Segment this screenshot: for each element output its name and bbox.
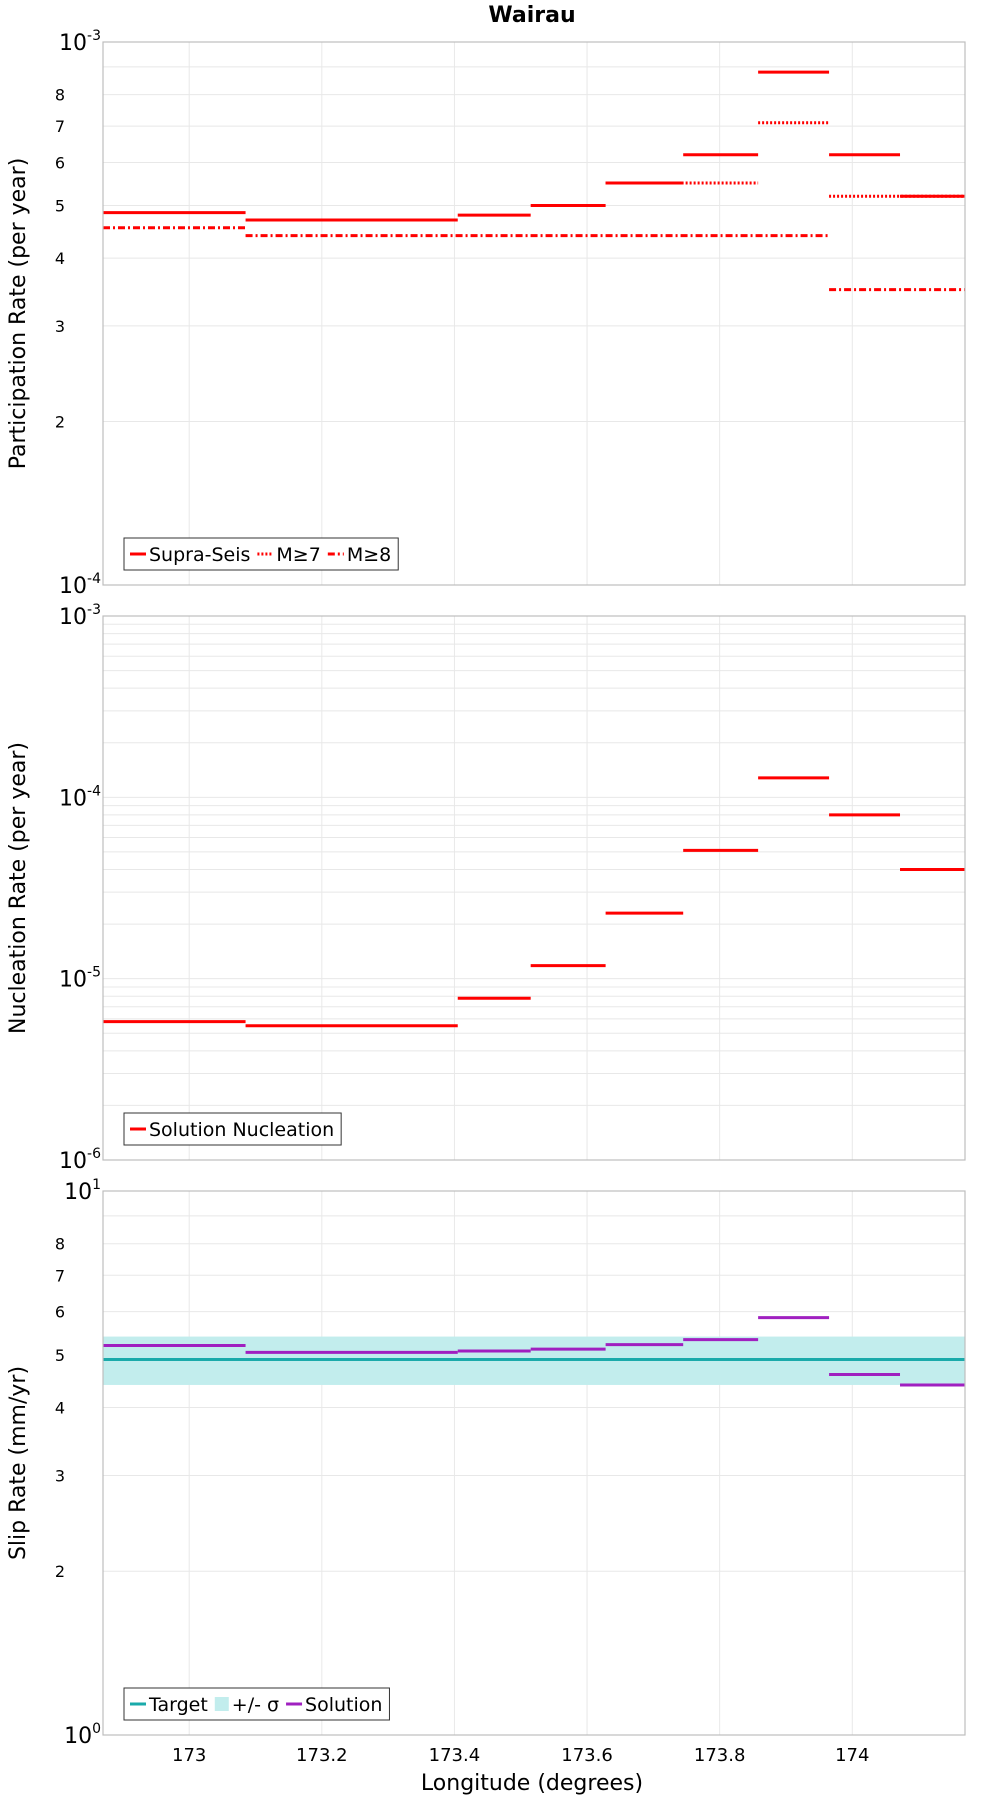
panel-1: Participation Rate (per year) 10-4 10-3 2 3 4… (6, 28, 966, 599)
y-tick-label: 7 (55, 117, 65, 136)
y-tick-major: 10-4 (59, 783, 101, 811)
legend-item: +/- σ (214, 1694, 279, 1716)
y-tick-top: 101 (64, 1177, 101, 1205)
y-axis-label: Slip Rate (mm/yr) (6, 1366, 31, 1560)
series-solution (103, 1316, 965, 1387)
legend-label: M≥8 (347, 544, 391, 566)
y-tick-bottom: 10-6 (59, 1146, 101, 1174)
panel-3: Slip Rate (mm/yr) 100 101 2 3 4 5 6 7 8 Target +/- … (6, 1177, 966, 1749)
plot-frame (102, 615, 966, 1161)
series-m-8 (103, 226, 965, 292)
y-tick-bottom: 10-4 (59, 571, 101, 599)
plot-frame (102, 1190, 966, 1736)
legend-box (123, 1687, 390, 1721)
y-tick-bottom: 100 (64, 1721, 101, 1749)
y-tick-label: 5 (55, 1346, 65, 1365)
x-ticks: 173 173.2 173.4 173.6 173.8 174 (172, 1745, 869, 1766)
panel-2: Nucleation Rate (per year) 10-6 10-3 10-5 10… (6, 602, 966, 1174)
plot-area (103, 42, 965, 585)
x-axis-label: Longitude (degrees) (421, 1771, 643, 1796)
plot-area (103, 616, 965, 1160)
chart-title: Wairau (488, 3, 575, 28)
y-tick-label: 6 (55, 153, 65, 172)
grid (103, 1191, 965, 1736)
y-tick-label: 5 (55, 196, 65, 215)
x-tick-label: 173.6 (561, 1745, 613, 1766)
legend-item: Solution (286, 1694, 382, 1716)
legend-box (123, 537, 399, 571)
y-tick-label: 4 (55, 1398, 65, 1417)
y-tick-label: 3 (55, 1466, 65, 1485)
legend-label: M≥7 (276, 544, 320, 566)
y-tick-label: 8 (55, 1235, 65, 1254)
legend: Supra-Seis M≥7 M≥8 (123, 537, 399, 571)
x-tick-label: 173.4 (429, 1745, 481, 1766)
y-tick-major: 10-5 (59, 965, 101, 993)
legend-label: Supra-Seis (149, 544, 250, 566)
legend-item: M≥8 (327, 544, 391, 566)
legend-label: Solution (305, 1694, 382, 1716)
y-axis-label: Nucleation Rate (per year) (6, 742, 31, 1034)
y-tick-label: 6 (55, 1303, 65, 1322)
legend-item: M≥7 (257, 544, 321, 566)
legend-box (123, 1112, 342, 1146)
y-tick-label: 3 (55, 317, 65, 336)
x-tick-label: 173 (172, 1745, 206, 1766)
legend-label: +/- σ (232, 1694, 279, 1716)
x-tick-label: 173.8 (694, 1745, 746, 1766)
x-tick-label: 174 (835, 1745, 869, 1766)
y-tick-top: 10-3 (59, 28, 101, 56)
y-tick-label: 2 (55, 413, 65, 432)
legend-swatch (214, 1697, 229, 1711)
y-tick-label: 4 (55, 249, 65, 268)
series-m-7 (605, 121, 965, 198)
plot-area (103, 1191, 965, 1735)
legend: Solution Nucleation (123, 1112, 342, 1146)
legend: Target +/- σ Solution (123, 1687, 390, 1721)
x-tick-label: 173.2 (296, 1745, 348, 1766)
y-tick-label: 2 (55, 1562, 65, 1581)
legend-label: Target (148, 1694, 208, 1716)
legend-label: Solution Nucleation (149, 1119, 334, 1141)
y-axis-label: Participation Rate (per year) (6, 158, 31, 470)
y-tick-label: 8 (55, 86, 65, 105)
series-solution-nucleation (103, 776, 965, 1028)
plot-frame (102, 41, 966, 586)
y-tick-label: 7 (55, 1266, 65, 1285)
legend-item: Solution Nucleation (130, 1119, 334, 1141)
legend-item: Target (130, 1694, 208, 1716)
y-tick-top: 10-3 (59, 602, 101, 630)
legend-item: Supra-Seis (130, 544, 250, 566)
